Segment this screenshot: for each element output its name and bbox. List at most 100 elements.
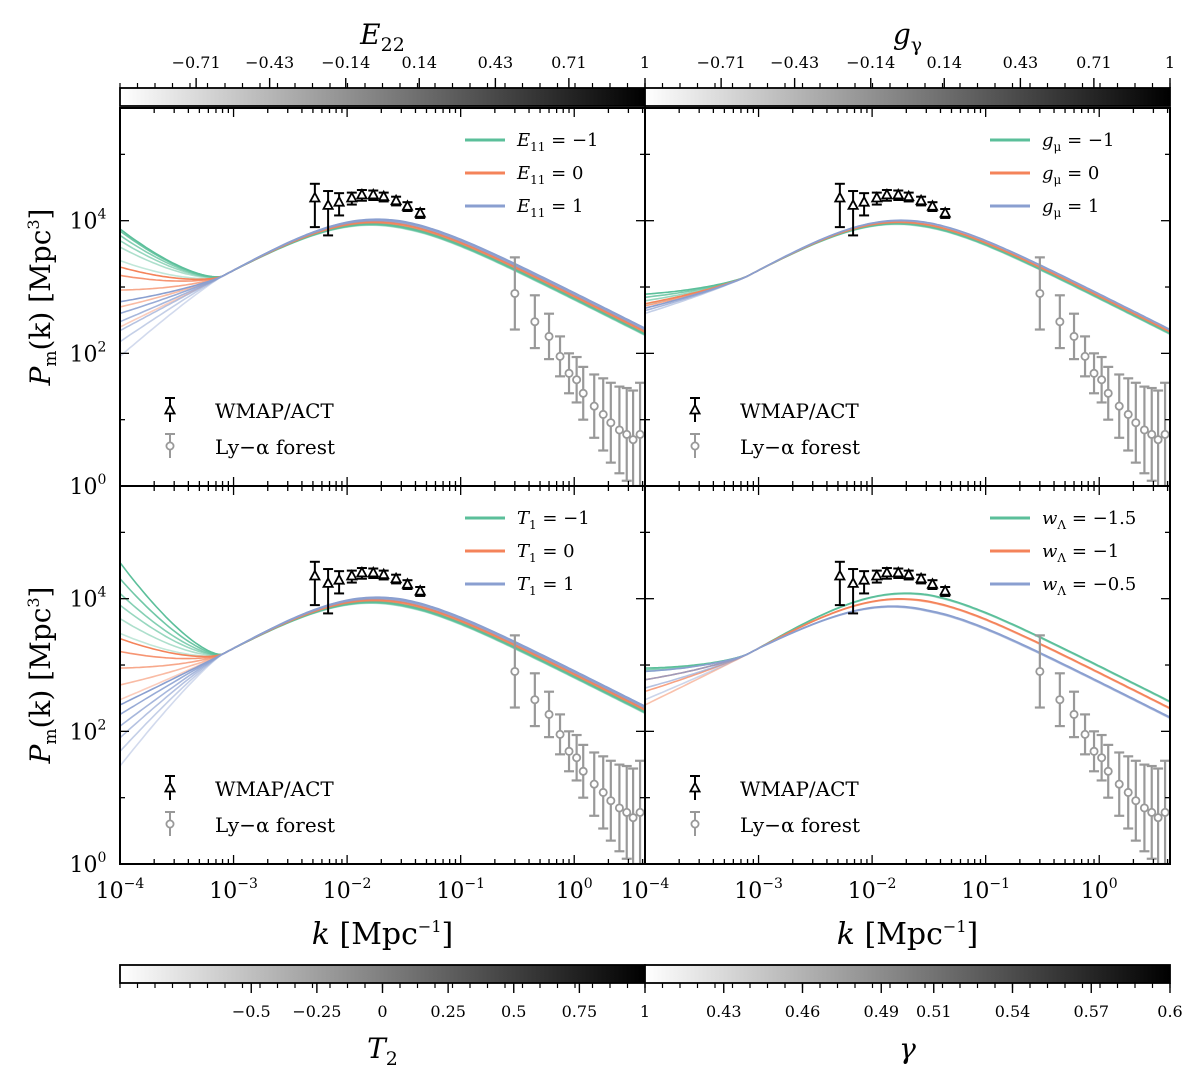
x-tick-label: 10−4 <box>621 876 670 904</box>
lya-point <box>578 388 588 398</box>
x-tick-label-part: −3 <box>237 876 258 892</box>
colorbar-tick-label: 0.71 <box>551 53 587 72</box>
lya-point <box>1153 813 1163 823</box>
lya-point <box>589 779 599 789</box>
x-tick-label-part: 10 <box>556 879 584 904</box>
legend-label-bottom-right-2-part: = −0.5 <box>1066 574 1136 595</box>
legend-wmap-marker <box>688 403 702 415</box>
x-tick-label-part: 10 <box>436 879 464 904</box>
wmap-point <box>308 569 321 581</box>
colorbar-tick-label: 0.54 <box>995 1002 1031 1021</box>
legend-lya-label: Ly−α forest <box>740 435 860 459</box>
y-tick-label: 100 <box>70 850 107 878</box>
colorbar-label-part: g <box>893 18 911 51</box>
lya-point <box>1131 796 1141 806</box>
colorbar-bottom-left: −0.5 −0.25 0 0.25 0.5 0.75 1 T2 <box>119 964 650 1070</box>
legend-label-top-right-1-part: μ <box>1054 173 1062 187</box>
wmap-point <box>892 565 905 578</box>
lya-point <box>1089 746 1099 756</box>
legend-lya-label: Ly−α forest <box>740 813 860 837</box>
lya-point <box>1103 388 1113 398</box>
x-tick-label-part: 10 <box>96 879 124 904</box>
series-line-top-left-1-4 <box>120 220 645 332</box>
legend-label-top-left-1-part: 11 <box>530 173 545 187</box>
colorbar-label-part: T <box>367 1032 388 1065</box>
lya-point <box>598 787 608 797</box>
series-line-bottom-right-0-0 <box>645 593 1170 703</box>
lya-point <box>628 813 638 823</box>
lya-point <box>1147 807 1157 817</box>
x-tick-label-part: 10 <box>961 879 989 904</box>
lya-point <box>572 753 582 763</box>
lya-point <box>598 409 608 419</box>
lya-point <box>572 375 582 385</box>
wmap-point <box>401 577 414 589</box>
x-tick-label: 10−4 <box>96 876 145 904</box>
y-axis-label-part: P <box>24 744 57 765</box>
wmap-point <box>846 576 860 588</box>
x-tick-label: 10−2 <box>323 876 372 904</box>
legend-label-bottom-left-0: T1 = −1 <box>517 508 590 532</box>
x-tick-label-part: 10 <box>209 879 237 904</box>
lya-point <box>578 766 588 776</box>
x-tick-label-part: −4 <box>124 876 145 892</box>
colorbar-tick-label: 0.43 <box>1003 53 1039 72</box>
colorbar-tick-label: 0.14 <box>401 53 437 72</box>
legend-label-bottom-right-0: wΛ = −1.5 <box>1042 508 1136 532</box>
colorbar-tick-label: 0.46 <box>785 1002 821 1021</box>
series-line-top-right-0-0 <box>645 223 1170 336</box>
series-line-bottom-right-1-0 <box>645 598 1170 710</box>
colorbar-gradient <box>119 964 646 984</box>
legend-lya-label: Ly−α forest <box>215 813 335 837</box>
x-tick-label-part: −2 <box>876 876 897 892</box>
x-tick-label-part: 0 <box>584 876 593 892</box>
wmap-point <box>345 191 358 203</box>
wmap-point <box>939 206 952 218</box>
lya-point <box>1103 766 1113 776</box>
y-axis-label-part: m <box>41 729 61 745</box>
y-tick-label-part: 0 <box>98 472 107 488</box>
curves-top-right <box>645 182 1170 486</box>
lya-point <box>622 429 632 439</box>
x-tick-label-part: 10 <box>734 879 762 904</box>
lya-point <box>1139 425 1149 435</box>
x-axis-label: k [Mpc−1] <box>837 917 978 952</box>
legend-label-bottom-right-0-part: w <box>1042 508 1058 529</box>
curves-top-left <box>120 182 645 486</box>
legend-label-top-left-0-part: 11 <box>530 140 545 154</box>
y-tick-label-part: 10 <box>70 210 98 235</box>
y-tick-label-part: 2 <box>98 339 107 355</box>
wmap-point <box>355 565 369 578</box>
colorbar-tick-label: 0.51 <box>916 1002 952 1021</box>
legend-label-top-right-0-part: g <box>1042 130 1054 151</box>
x-tick-label-part: 10 <box>323 879 351 904</box>
legend-label-top-right-0: gμ = −1 <box>1042 130 1114 154</box>
legend-wmap-label: WMAP/ACT <box>740 777 859 801</box>
x-tick-label-part: 10 <box>621 879 649 904</box>
series-line-bottom-left-0-5 <box>120 562 645 713</box>
legend-label-top-left-0-part: = −1 <box>545 130 598 151</box>
lya-point <box>510 666 520 676</box>
colorbar-tick-label: 0.5 <box>501 1002 526 1021</box>
x-axis-label-part: −1 <box>418 917 442 936</box>
wmap-point <box>389 571 403 584</box>
series-line-bottom-right-0-1 <box>645 592 1170 703</box>
series-line-bottom-left-2-3 <box>120 597 645 727</box>
colorbar-gradient <box>644 87 1171 107</box>
x-tick-label: 100 <box>1081 876 1118 904</box>
y-tick-label: 104 <box>70 207 107 235</box>
colorbar-tick-label: 0 <box>377 1002 387 1021</box>
legend-label-bottom-left-2-part: = 1 <box>537 574 575 595</box>
y-axis-label-part: ] <box>24 208 57 219</box>
wmap-point <box>355 187 369 200</box>
lya-point <box>530 695 540 705</box>
x-axis-label: k [Mpc−1] <box>312 917 453 952</box>
y-tick-label-part: 4 <box>98 207 107 223</box>
wmap-point <box>321 576 335 588</box>
lya-point <box>1160 429 1170 439</box>
wmap-point <box>880 565 894 578</box>
